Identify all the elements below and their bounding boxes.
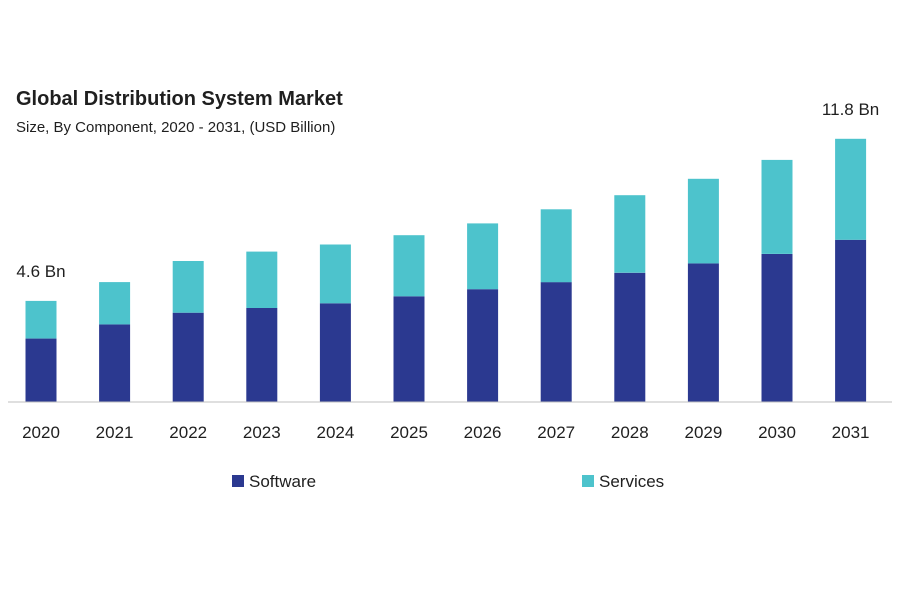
bar-services-2026 xyxy=(467,223,499,290)
bar-services-2028 xyxy=(614,195,646,273)
legend-label-software: Software xyxy=(249,472,316,491)
bar-software-2024 xyxy=(319,303,351,402)
x-tick-2026: 2026 xyxy=(464,423,502,442)
legend-swatch-software xyxy=(232,475,244,487)
x-tick-2031: 2031 xyxy=(832,423,870,442)
bar-services-2027 xyxy=(540,209,572,283)
x-tick-2020: 2020 xyxy=(22,423,60,442)
bar-software-2031 xyxy=(835,239,867,402)
x-tick-2025: 2025 xyxy=(390,423,428,442)
bar-software-2022 xyxy=(172,312,204,402)
bars-group xyxy=(25,138,867,403)
x-tick-2022: 2022 xyxy=(169,423,207,442)
chart-subtitle: Size, By Component, 2020 - 2031, (USD Bi… xyxy=(16,119,335,136)
bar-software-2028 xyxy=(614,272,646,403)
bar-services-2024 xyxy=(319,244,351,304)
bar-services-2020 xyxy=(25,300,57,339)
x-tick-2030: 2030 xyxy=(758,423,796,442)
x-tick-2029: 2029 xyxy=(684,423,722,442)
x-tick-2024: 2024 xyxy=(316,423,354,442)
annotation-2031: 11.8 Bn xyxy=(822,100,879,119)
bar-software-2029 xyxy=(687,263,719,403)
bar-software-2030 xyxy=(761,254,793,402)
bar-software-2025 xyxy=(393,296,425,403)
bar-software-2021 xyxy=(99,324,131,402)
bar-software-2020 xyxy=(25,338,57,403)
chart-title: Global Distribution System Market xyxy=(16,88,343,110)
legend-label-services: Services xyxy=(599,472,664,491)
annotation-2020: 4.6 Bn xyxy=(16,262,65,281)
bar-services-2025 xyxy=(393,235,425,297)
annotations-group: 4.6 Bn 11.8 Bn xyxy=(16,100,879,281)
x-tick-labels: 2020 2021 2022 2023 2024 2025 2026 2027 2028 2029… xyxy=(22,423,869,442)
x-tick-2021: 2021 xyxy=(96,423,134,442)
x-tick-2027: 2027 xyxy=(537,423,575,442)
x-tick-2028: 2028 xyxy=(611,423,649,442)
bar-software-2023 xyxy=(246,308,278,402)
bar-software-2027 xyxy=(540,282,572,402)
bar-services-2029 xyxy=(687,178,719,264)
bar-services-2023 xyxy=(246,251,278,308)
legend: Software Services xyxy=(232,472,664,491)
bar-services-2031 xyxy=(835,138,867,240)
legend-swatch-services xyxy=(582,475,594,487)
bar-services-2030 xyxy=(761,159,793,254)
x-tick-2023: 2023 xyxy=(243,423,281,442)
bar-services-2021 xyxy=(99,282,131,325)
bar-software-2026 xyxy=(467,289,499,402)
bar-services-2022 xyxy=(172,261,204,313)
